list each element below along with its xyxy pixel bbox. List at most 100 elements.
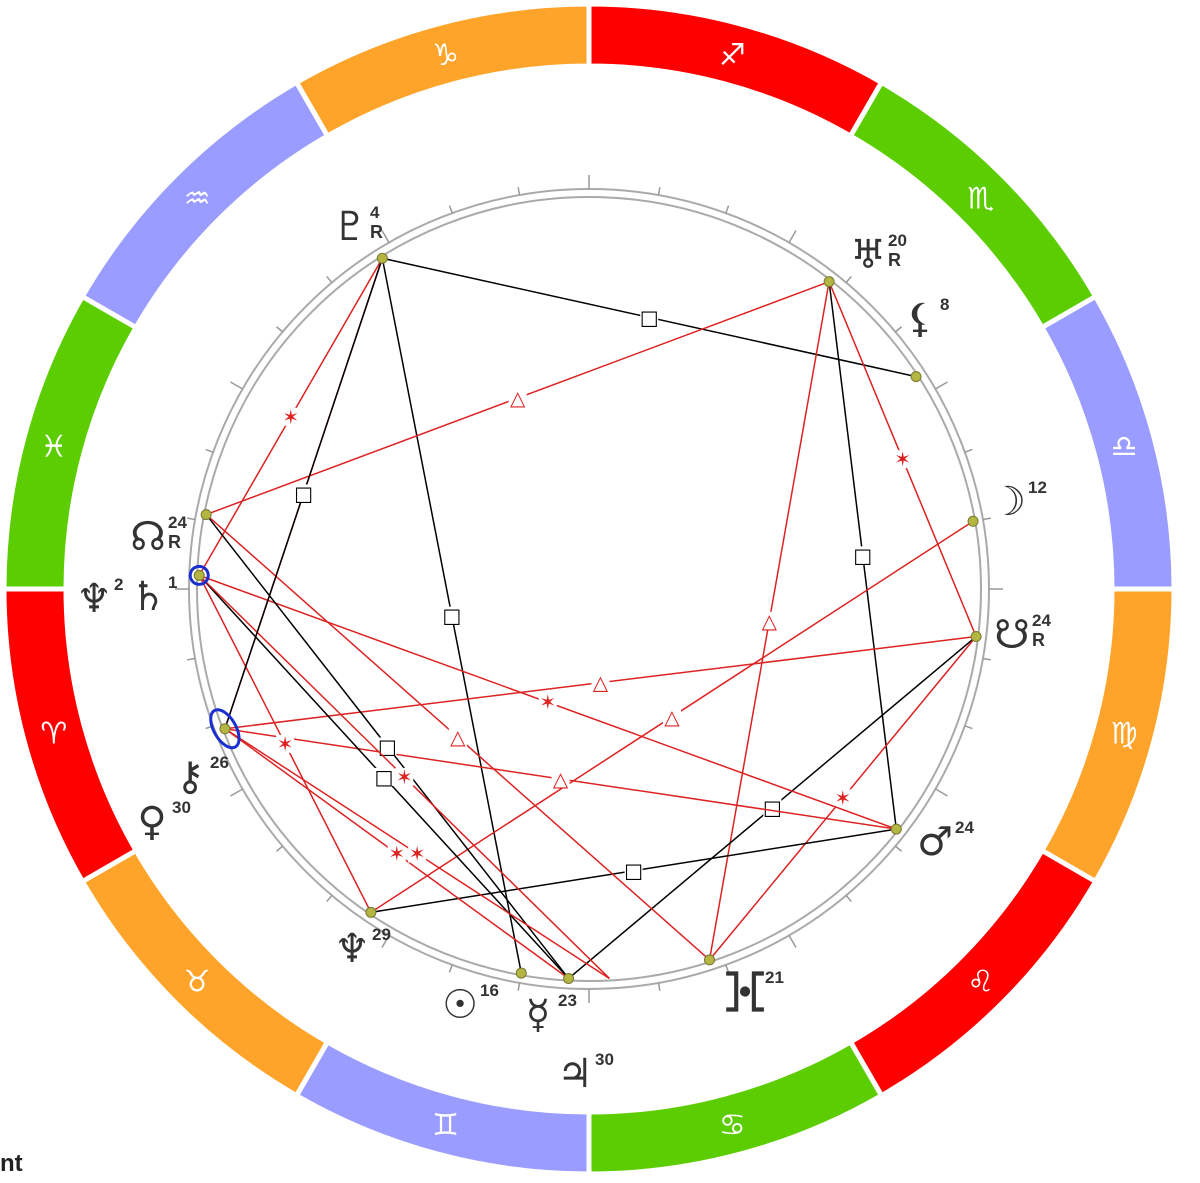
aspect-symbol-bg xyxy=(760,611,779,630)
libra-icon: ♎ xyxy=(1111,430,1138,465)
uranus-degree: 20 xyxy=(888,231,907,250)
aspect-symbol-bg xyxy=(853,546,872,565)
chiron-label: ⚷ 26 xyxy=(175,753,229,800)
sign-segment-libra xyxy=(1038,293,1177,592)
jupiter-icon: ♃ xyxy=(557,1051,593,1097)
aspect-symbol-bg xyxy=(294,484,313,503)
degree-tick xyxy=(275,326,284,333)
degree-tick xyxy=(935,788,948,797)
sextile-aspect-icon: ✶ xyxy=(539,690,556,714)
degree-tick xyxy=(935,381,948,390)
south-node-icon: ☋ xyxy=(994,612,1030,658)
degree-tick xyxy=(982,657,991,661)
zodiac-sign-ring: ♑ ♐ ♏ ♎ ♍ ♌ ♋ ♊ ♉ ♈ ♓ ♒ xyxy=(1,1,1177,1177)
aspect-symbol-bg xyxy=(281,407,300,426)
proserpina-label: ⯘ 21 xyxy=(725,968,784,1015)
square-aspect-icon: □ xyxy=(624,859,643,883)
neptune-label: ♆ 2 xyxy=(76,575,123,622)
sextile-aspect-icon: ✶ xyxy=(409,842,426,866)
square-aspect-icon: □ xyxy=(763,795,782,819)
chiron-icon: ⚷ xyxy=(175,754,204,800)
degree-tick xyxy=(657,187,661,196)
virgo-icon: ♍ xyxy=(1111,716,1138,751)
mercury-icon: ☿ xyxy=(526,992,551,1038)
planet-layer: ♇ 4R ♅ 20R⚸ 8☽ 12☋ 24R♂ 24⯘ 21☿ 23☉ 16♃ 30♆ 29♀ 30⚷ 26… xyxy=(76,203,1051,1097)
degree-tick xyxy=(230,788,243,797)
saturn-label: ♄ 1 xyxy=(130,573,177,620)
degree-tick xyxy=(326,275,333,284)
chiron-degree: 26 xyxy=(210,753,229,772)
degree-tick xyxy=(725,964,730,973)
lilith-position-dot xyxy=(910,371,922,383)
uranus-icon: ♅ xyxy=(850,232,886,278)
lilith-icon: ⚸ xyxy=(905,296,934,342)
south-node-label: ☋ 24R xyxy=(994,611,1051,658)
aspect-symbol-bg xyxy=(442,606,461,625)
degree-tick xyxy=(964,725,973,730)
aspect-symbol-bg xyxy=(408,844,427,863)
sign-segment-virgo xyxy=(1038,586,1177,885)
aspect-symbol-bg xyxy=(374,767,393,786)
mars-label: ♂ 24 xyxy=(917,818,974,865)
north-node-retrograde-marker: R xyxy=(168,532,181,552)
mercury-label: ☿ 23 xyxy=(526,991,577,1038)
neptune2-degree: 29 xyxy=(372,925,391,944)
gemini-icon: ♊ xyxy=(432,1108,459,1143)
venus-label: ♀ 30 xyxy=(137,798,191,845)
neptune2-icon: ♆ xyxy=(334,926,370,972)
square-aspect-icon: □ xyxy=(294,482,313,506)
lilith-degree: 8 xyxy=(940,295,949,314)
degree-tick xyxy=(187,517,196,521)
uranus-label: ♅ 20R xyxy=(850,231,907,278)
mars-icon: ♂ xyxy=(917,819,953,865)
inner-degree-circle xyxy=(196,196,982,982)
aspect-symbol-bg xyxy=(395,767,414,786)
sextile-aspect-icon: ✶ xyxy=(834,786,851,810)
taurus-icon: ♉ xyxy=(184,965,211,1000)
south-node-degree: 24 xyxy=(1032,611,1051,630)
degree-tick xyxy=(517,982,521,991)
degree-tick xyxy=(187,657,196,661)
saturn-degree: 1 xyxy=(168,573,177,592)
sun-position-dot xyxy=(515,967,527,979)
square-aspect-icon: □ xyxy=(378,735,397,759)
square-aspect-icon: □ xyxy=(374,765,393,789)
moon-label: ☽ 12 xyxy=(990,478,1047,525)
sextile-aspect-icon: ✶ xyxy=(894,447,911,471)
pluto-degree: 4 xyxy=(370,203,380,222)
moon-icon: ☽ xyxy=(990,479,1026,525)
sign-segment-aquarius xyxy=(78,78,331,331)
trine-aspect-icon: △ xyxy=(664,705,680,729)
aries-icon: ♈ xyxy=(40,716,67,751)
cancer-icon: ♋ xyxy=(719,1108,746,1143)
aspect-symbol-bg xyxy=(624,861,643,880)
aspect-symbol-bg xyxy=(662,707,681,726)
sagittarius-icon: ♐ xyxy=(719,38,746,73)
proserpina-icon: ⯘ xyxy=(725,969,766,1015)
aspect-symbol-bg xyxy=(378,737,397,756)
sextile-aspect-icon: ✶ xyxy=(277,732,294,756)
mercury-degree: 23 xyxy=(558,991,577,1010)
proserpina-degree: 21 xyxy=(765,968,784,987)
degree-tick xyxy=(845,275,852,284)
degree-tick xyxy=(381,935,390,948)
mars-position-dot xyxy=(890,823,902,835)
neptune-degree: 2 xyxy=(114,575,123,594)
mars-degree: 24 xyxy=(955,818,974,837)
degree-tick xyxy=(964,448,973,453)
sextile-aspect-icon: ✶ xyxy=(282,405,299,429)
square-aspect-icon: □ xyxy=(640,305,659,329)
aspect-symbol-bg xyxy=(387,844,406,863)
degree-tick xyxy=(448,964,453,973)
pluto-icon: ♇ xyxy=(332,204,368,250)
sun-label: ☉ 16 xyxy=(442,981,499,1028)
trine-aspect-icon: △ xyxy=(762,609,778,633)
degree-tick xyxy=(725,205,730,214)
degree-tick xyxy=(788,230,797,243)
degree-tick xyxy=(788,935,797,948)
trine-aspect-icon: △ xyxy=(450,725,466,749)
proserpina-position-dot xyxy=(704,954,716,966)
aspect-symbol-bg xyxy=(538,693,557,712)
degree-tick xyxy=(205,448,214,453)
